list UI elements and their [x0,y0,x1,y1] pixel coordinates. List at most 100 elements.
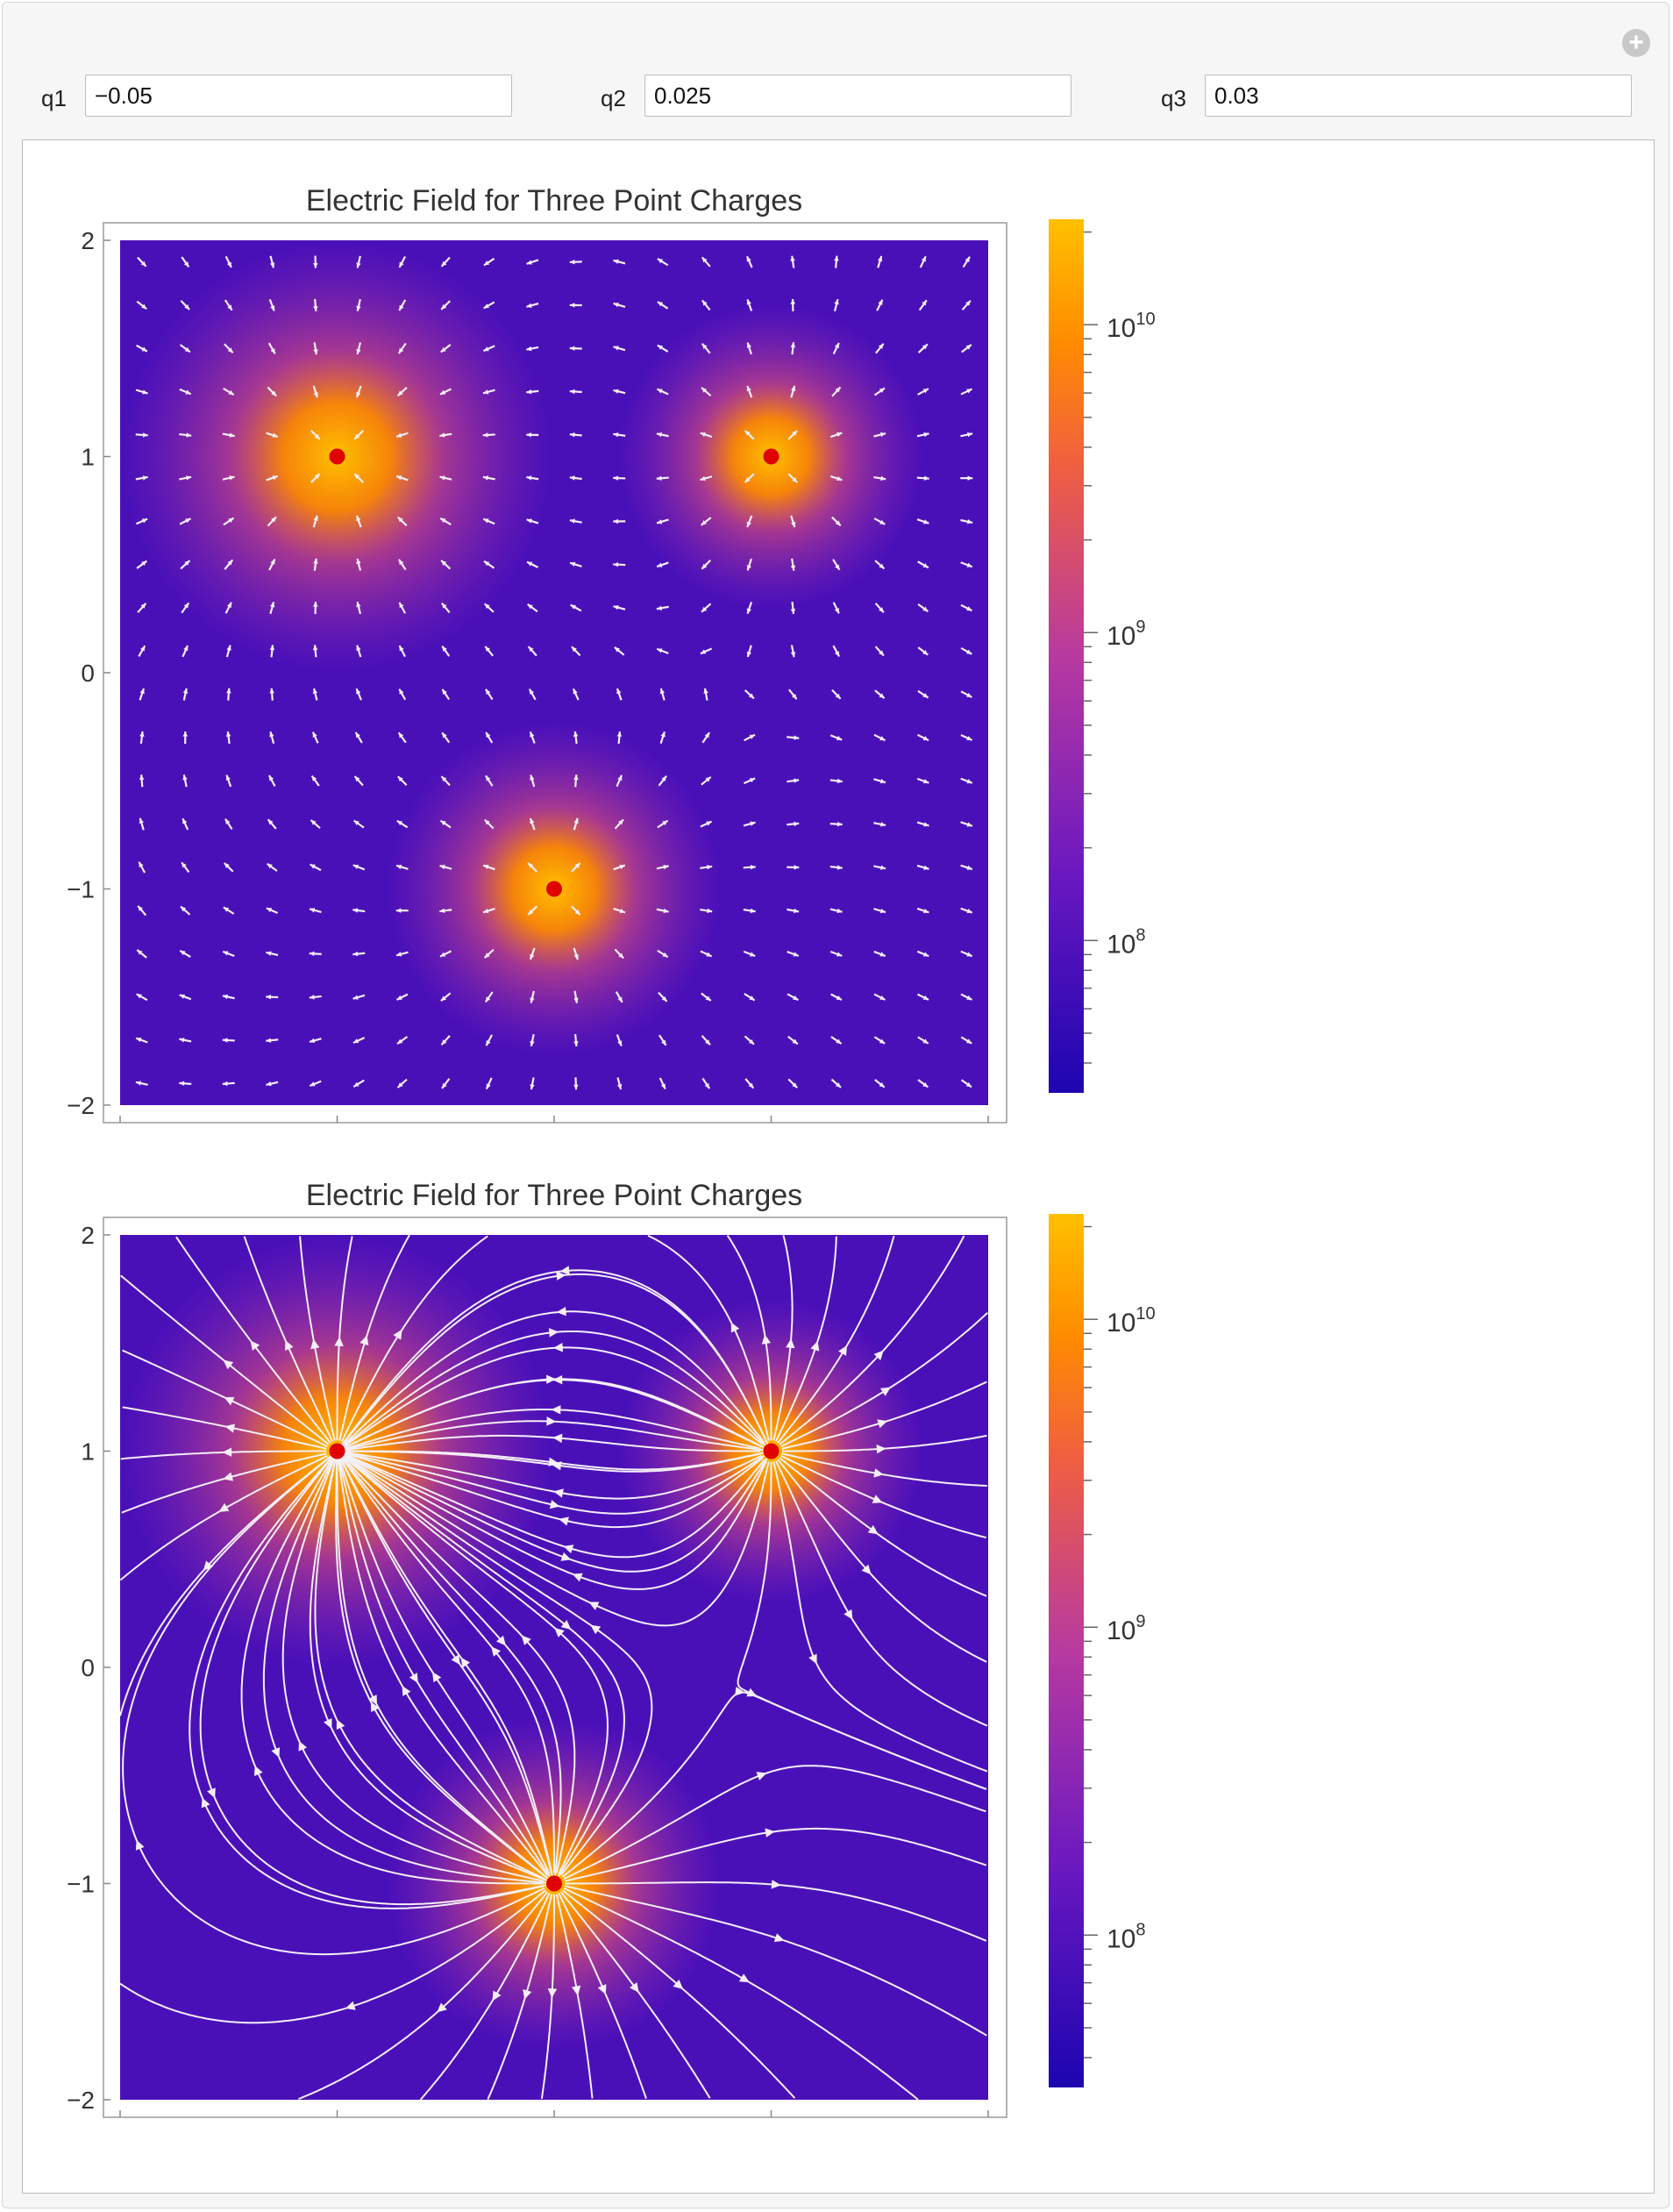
field-arrow [616,774,623,788]
field-arrow [135,432,148,438]
field-arrow [137,905,147,917]
stream-line [262,1460,548,1884]
stream-arrow [560,1552,572,1561]
field-arrow [310,774,320,787]
field-arrow [701,603,712,613]
field-arrow [916,518,929,524]
field-arrow [179,994,192,1001]
charge-marker-q1 [329,1443,345,1459]
output-panel: Electric Field for Three Point Charges −… [22,139,1655,2194]
field-arrow [526,389,539,395]
field-arrow [136,993,148,1002]
field-arrow [571,862,581,873]
stream-arrow [559,1516,569,1526]
field-arrow [960,821,973,827]
field-arrow [313,558,318,571]
field-arrow [355,688,362,701]
field-arrow [613,302,626,308]
field-arrow [746,298,753,311]
field-arrow [790,515,796,528]
field-arrow [313,255,318,268]
field-arrow [829,865,843,870]
stream-arrow [298,1740,308,1752]
q3-input[interactable] [1205,75,1632,117]
field-arrow [526,303,539,308]
field-arrow [917,560,929,569]
stream-arrow [393,1329,402,1340]
field-arrow [397,775,408,787]
field-arrow [656,475,669,481]
y-tick-label: 2 [81,1222,95,1249]
field-arrow [614,948,624,960]
stream-arrow [368,1695,377,1706]
field-arrow [483,948,495,960]
field-arrow [787,735,800,740]
stream-arrow [345,2001,356,2010]
field-arrow [962,256,971,268]
field-arrow [613,346,626,352]
field-arrow [395,864,409,870]
q1-input[interactable] [85,75,512,117]
field-arrow [398,645,406,658]
stream-arrow [546,1416,557,1426]
field-arrow [746,558,752,571]
field-arrow [960,1036,972,1045]
field-arrow [398,299,407,311]
stream-arrow [552,1461,562,1471]
y-tick-label: −1 [67,1871,95,1898]
field-arrow [829,821,843,827]
field-arrow [482,908,495,914]
field-arrow [960,734,973,741]
field-arrow [701,343,711,354]
field-arrow [395,951,409,957]
stream-arrow [810,1340,820,1352]
plus-circle-icon[interactable]: + [1622,29,1650,57]
field-arrow [397,731,407,744]
field-arrow [180,300,190,310]
field-arrow [179,1081,192,1086]
field-arrow [224,559,234,570]
stream-line [281,1457,545,1882]
field-arrow [917,993,929,1001]
plot-title: Electric Field for Three Point Charges [306,184,802,218]
field-arrow [701,1035,711,1046]
field-arrow [829,475,843,482]
field-arrow [960,475,973,481]
field-arrow [482,345,495,353]
stream-arrow [673,1980,684,1990]
field-arrow [267,386,277,397]
stream-arrow [786,1338,795,1349]
field-arrow [613,432,626,438]
field-arrow [269,645,275,658]
x-tick-label: 0 [547,2130,561,2135]
stream-arrow [402,1685,411,1696]
colorbar [1049,219,1084,1093]
stream-arrow [756,1772,767,1780]
stream-arrow [873,1350,884,1360]
field-arrow [268,299,275,311]
field-arrow [572,688,580,701]
field-arrow [395,475,409,482]
field-arrow [960,950,973,958]
field-arrow [310,430,321,440]
q2-input[interactable] [644,75,1071,117]
field-arrow [439,819,452,829]
stream-arrow [588,1602,600,1610]
field-arrow [266,475,279,482]
field-arrow [136,949,147,959]
x-tick-label: 2 [981,2130,995,2135]
stream-arrow [771,1880,781,1889]
field-arrow [960,646,972,655]
field-arrow [613,389,626,395]
field-arrow [569,432,582,438]
field-arrow [790,385,796,398]
field-arrow [790,558,796,571]
field-arrow [222,994,235,1000]
field-arrow [790,601,796,615]
stream-arrow [451,1654,460,1666]
field-arrow [616,1077,623,1090]
field-arrow [310,819,321,830]
field-arrow [613,864,626,871]
q2-label: q2 [601,85,626,111]
field-arrow [441,689,450,701]
